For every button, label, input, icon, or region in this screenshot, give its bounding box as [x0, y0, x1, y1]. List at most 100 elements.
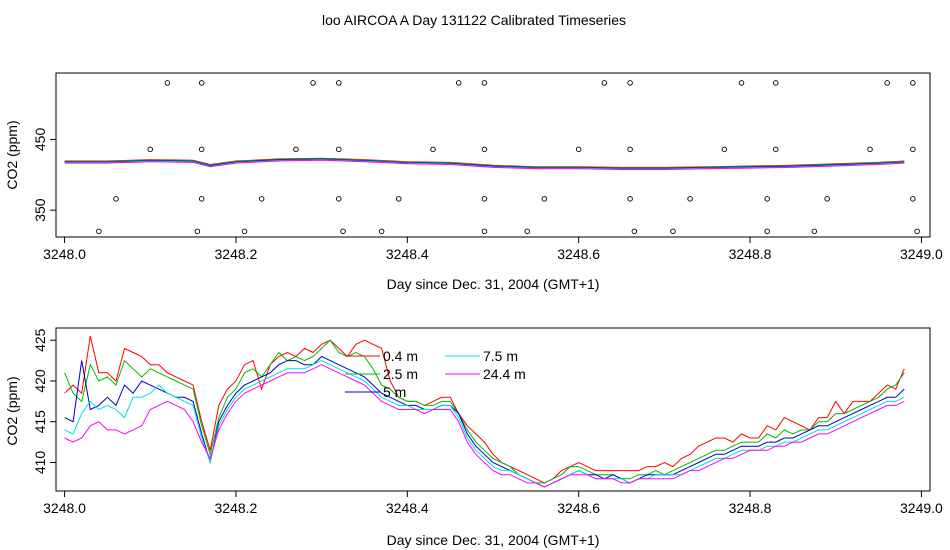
bottom-x-ticks: 3248.0 3248.2 3248.4 3248.6 3248.8 3249.0	[43, 491, 943, 516]
top-marker-point-27	[336, 196, 342, 202]
top-marker-point-16	[430, 146, 436, 153]
legend-entry-7-5m: 7.5 m	[445, 348, 518, 364]
bottom-x-tick-label-0: 3248.0	[43, 500, 86, 516]
top-x-tick-label-4: 3248.8	[729, 246, 772, 262]
bottom-y-ticks: 410 415 420 425	[32, 328, 56, 474]
bottom-x-tick-label-2: 3248.4	[386, 500, 429, 516]
top-marker-point-1	[198, 80, 205, 86]
top-marker-point-41	[481, 228, 488, 235]
top-panel: 3248.0 3248.2 3248.4 3248.6 3248.8 3249.0 350…	[4, 72, 943, 292]
top-marker-point-40	[378, 228, 385, 235]
top-marker-point-39	[340, 228, 346, 235]
legend-entry-2-5m: 2.5 m	[345, 366, 418, 382]
legend-label-2-5m: 2.5 m	[383, 366, 418, 382]
bottom-series-line-1	[64, 339, 905, 484]
bottom-x-tick-label-3: 3248.6	[557, 500, 600, 516]
bottom-x-axis-label: Day since Dec. 31, 2004 (GMT+1)	[387, 532, 600, 548]
top-markers	[96, 80, 920, 235]
top-x-tick-label-0: 3248.0	[43, 246, 86, 262]
legend-entry-5m: 5 m	[345, 384, 406, 400]
bottom-panel: 3248.0 3248.2 3248.4 3248.6 3248.8 3249.0 410…	[4, 327, 943, 548]
top-y-ticks: 350 450	[32, 128, 56, 222]
top-marker-point-2	[310, 80, 316, 86]
bottom-plot-frame	[55, 327, 931, 492]
figure-title: loo AIRCOA A Day 131122 Calibrated Times…	[322, 12, 626, 28]
top-marker-point-4	[455, 80, 462, 86]
top-series-line-1	[64, 158, 905, 169]
bottom-series-line-4	[64, 364, 905, 488]
bottom-series-line-2	[64, 355, 905, 488]
top-marker-point-35	[910, 196, 916, 202]
legend-entry-0-4m: 0.4 m	[345, 348, 418, 364]
legend-label-24-4m: 24.4 m	[483, 366, 526, 382]
top-marker-point-3	[336, 80, 342, 86]
top-marker-point-33	[764, 196, 770, 202]
top-marker-point-6	[601, 80, 608, 86]
top-x-tick-label-5: 3249.0	[900, 246, 943, 262]
top-marker-point-28	[395, 196, 402, 202]
top-marker-point-17	[481, 146, 488, 153]
top-marker-point-30	[541, 196, 548, 202]
top-marker-point-15	[336, 146, 342, 153]
bottom-series-line-3	[64, 360, 905, 488]
top-marker-point-22	[867, 146, 873, 153]
legend: 0.4 m 2.5 m 5 m 7.5 m 24.4 m	[345, 348, 526, 400]
bottom-series-lines	[64, 335, 905, 488]
top-marker-point-20	[721, 146, 728, 153]
top-marker-point-5	[481, 80, 488, 86]
bottom-series-line-0	[64, 335, 905, 484]
top-x-tick-label-1: 3248.2	[215, 246, 258, 262]
top-marker-point-18	[575, 146, 582, 153]
top-marker-point-8	[738, 80, 745, 86]
top-marker-point-19	[627, 146, 633, 153]
top-x-ticks: 3248.0 3248.2 3248.4 3248.6 3248.8 3249.0	[43, 237, 943, 262]
top-marker-point-21	[773, 146, 779, 153]
legend-label-5m: 5 m	[383, 384, 406, 400]
legend-label-0-4m: 0.4 m	[383, 348, 418, 364]
top-marker-point-46	[811, 228, 818, 235]
top-x-tick-label-2: 3248.4	[386, 246, 429, 262]
top-series-line-4	[64, 159, 905, 170]
top-series-line-2	[64, 158, 905, 169]
top-y-axis-label: CO2 (ppm)	[4, 120, 20, 189]
top-marker-point-29	[481, 196, 488, 202]
top-marker-point-7	[627, 80, 633, 86]
top-marker-point-0	[164, 80, 171, 86]
top-marker-point-34	[824, 196, 830, 202]
top-plot-frame	[55, 72, 931, 238]
top-marker-point-9	[773, 80, 779, 86]
top-marker-point-47	[914, 228, 920, 235]
top-marker-point-24	[113, 196, 119, 202]
top-marker-point-42	[524, 228, 531, 235]
top-marker-point-44	[670, 228, 676, 235]
top-marker-point-45	[764, 228, 770, 235]
top-y-tick-label-1: 450	[32, 128, 48, 152]
top-y-tick-label-0: 350	[32, 198, 48, 222]
bottom-y-tick-label-1: 415	[32, 410, 48, 434]
top-marker-point-13	[198, 146, 205, 153]
legend-label-7-5m: 7.5 m	[483, 348, 518, 364]
bottom-x-tick-label-5: 3249.0	[900, 500, 943, 516]
top-x-tick-label-3: 3248.6	[557, 246, 600, 262]
bottom-y-tick-label-2: 420	[32, 369, 48, 393]
top-marker-point-36	[96, 228, 102, 235]
top-marker-point-26	[258, 196, 265, 202]
top-marker-point-14	[293, 146, 299, 153]
bottom-y-axis-label: CO2 (ppm)	[4, 376, 20, 445]
bottom-y-tick-label-3: 425	[32, 328, 48, 352]
top-marker-point-23	[910, 146, 916, 153]
bottom-y-tick-label-0: 410	[32, 451, 48, 475]
top-series-lines	[64, 157, 905, 170]
top-marker-point-43	[631, 228, 638, 235]
top-marker-point-12	[147, 146, 154, 153]
top-marker-point-37	[194, 228, 201, 235]
top-marker-point-31	[627, 196, 633, 202]
bottom-x-tick-label-4: 3248.8	[729, 500, 772, 516]
top-marker-point-25	[198, 196, 205, 202]
top-marker-point-38	[241, 228, 248, 235]
top-marker-point-11	[910, 80, 916, 86]
top-marker-point-32	[687, 196, 693, 202]
bottom-x-tick-label-1: 3248.2	[215, 500, 258, 516]
top-marker-point-10	[884, 80, 890, 86]
